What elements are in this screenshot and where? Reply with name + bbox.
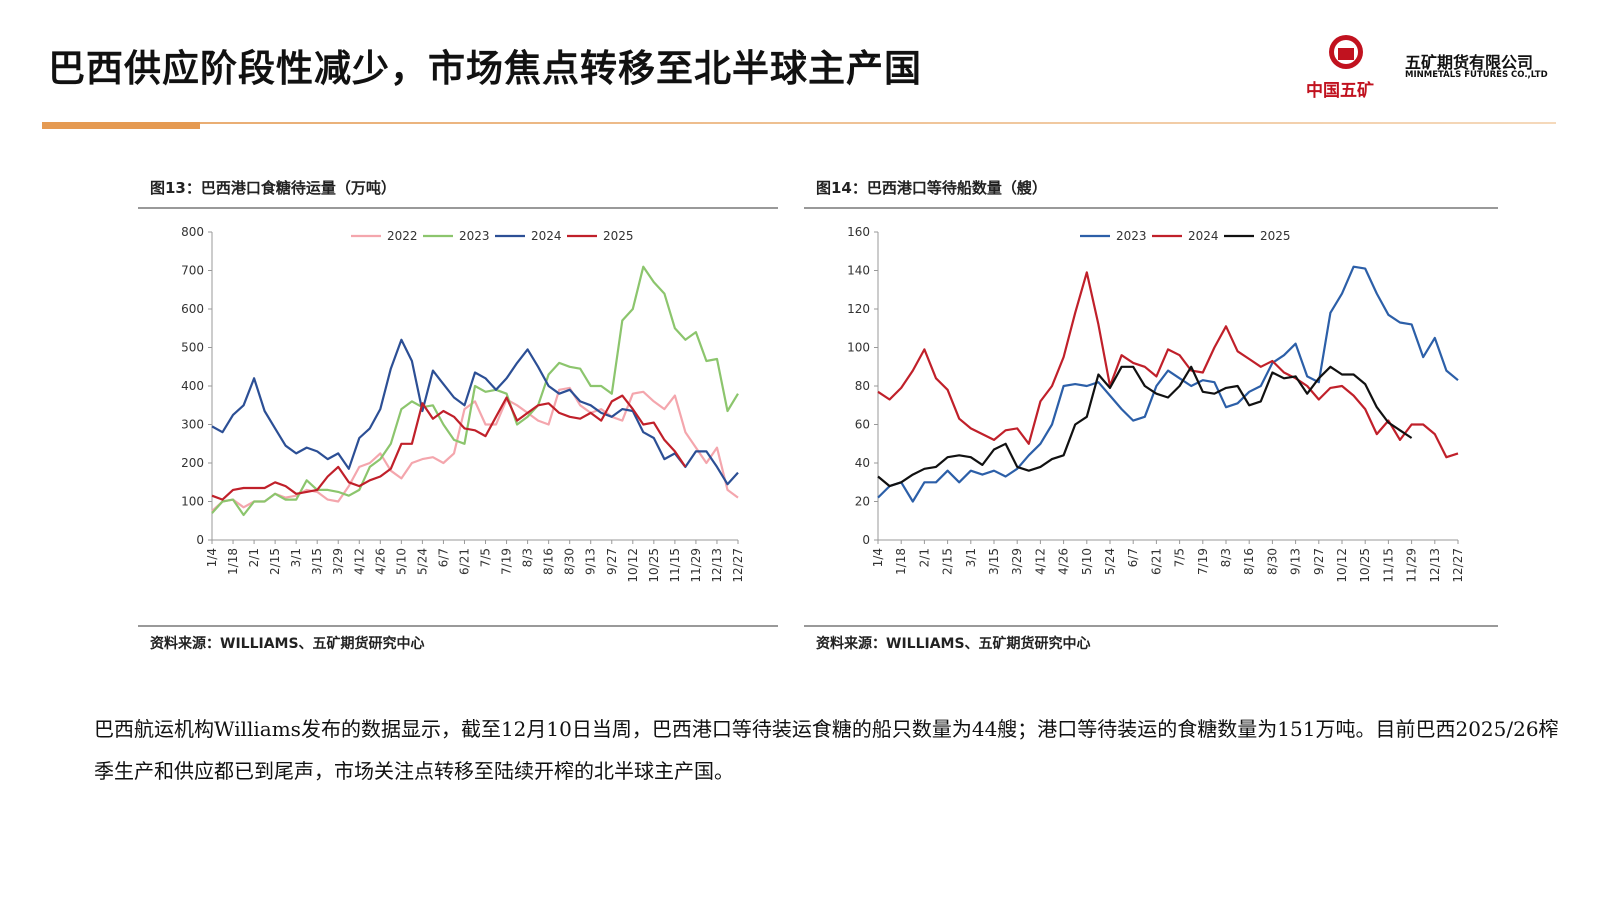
x-tick-label: 2/1 xyxy=(917,548,931,567)
x-tick-label: 9/13 xyxy=(584,548,598,575)
y-tick-label: 20 xyxy=(855,495,870,509)
brand-cn: 中国五矿 xyxy=(1306,81,1374,101)
brand-name: 五矿期货有限公司 xyxy=(1405,53,1534,72)
x-tick-label: 4/12 xyxy=(1033,548,1047,575)
x-tick-label: 6/7 xyxy=(1126,548,1140,567)
x-tick-label: 3/1 xyxy=(289,548,303,567)
legend-label: 2022 xyxy=(387,229,418,243)
y-tick-label: 100 xyxy=(847,341,870,355)
y-tick-label: 400 xyxy=(181,379,204,393)
x-tick-label: 8/3 xyxy=(1219,548,1233,567)
x-tick-label: 7/5 xyxy=(479,548,493,567)
header-rule xyxy=(42,122,1556,124)
chart-source: 资料来源：WILLIAMS、五矿期货研究中心 xyxy=(150,635,425,652)
x-tick-label: 7/19 xyxy=(1196,548,1210,575)
y-tick-label: 60 xyxy=(855,418,870,432)
x-tick-label: 4/26 xyxy=(1057,548,1071,575)
y-tick-label: 200 xyxy=(181,456,204,470)
legend-label: 2025 xyxy=(603,229,634,243)
series-line xyxy=(877,265,1459,503)
x-tick-label: 4/12 xyxy=(352,548,366,575)
series-line xyxy=(211,338,739,486)
y-tick-label: 0 xyxy=(196,533,204,547)
x-tick-label: 5/24 xyxy=(1103,548,1117,575)
y-tick-label: 120 xyxy=(847,302,870,316)
legend-label: 2023 xyxy=(459,229,490,243)
chart: 图13：巴西港口食糖待运量（万吨） 资料来源：WILLIAMS、五矿期货研究中心 0… xyxy=(138,179,778,652)
x-tick-label: 2/15 xyxy=(941,548,955,575)
x-tick-label: 9/13 xyxy=(1289,548,1303,575)
y-tick-label: 500 xyxy=(181,341,204,355)
header-rule-accent xyxy=(42,122,200,129)
x-tick-label: 12/13 xyxy=(710,548,724,583)
chart: 图14：巴西港口等待船数量（艘） 资料来源：WILLIAMS、五矿期货研究中心 0 2… xyxy=(804,179,1498,652)
series-line xyxy=(877,271,1459,459)
x-tick-label: 10/25 xyxy=(647,548,661,583)
series-line xyxy=(877,365,1413,488)
x-tick-label: 1/4 xyxy=(871,548,885,567)
y-tick-label: 160 xyxy=(847,225,870,239)
x-tick-label: 5/10 xyxy=(394,548,408,575)
chart-title: 图13：巴西港口食糖待运量（万吨） xyxy=(150,179,396,197)
x-tick-label: 8/3 xyxy=(521,548,535,567)
x-tick-label: 7/5 xyxy=(1173,548,1187,567)
y-tick-label: 100 xyxy=(181,495,204,509)
y-tick-label: 140 xyxy=(847,264,870,278)
x-tick-label: 8/30 xyxy=(1265,548,1279,575)
x-tick-label: 9/27 xyxy=(1312,548,1326,575)
paragraph: 巴西航运机构Williams发布的数据显示，截至12月10日当周，巴西港口等待装… xyxy=(94,717,1559,783)
y-tick-label: 40 xyxy=(855,456,870,470)
x-tick-label: 2/1 xyxy=(247,548,261,567)
x-tick-label: 3/29 xyxy=(1010,548,1024,575)
slide-title: 巴西供应阶段性减少，市场焦点转移至北半球主产国 xyxy=(48,47,922,90)
legend-label: 2024 xyxy=(531,229,562,243)
x-tick-label: 8/16 xyxy=(1242,548,1256,575)
brand-en: MINMETALS FUTURES CO.,LTD xyxy=(1405,70,1548,80)
x-tick-label: 2/15 xyxy=(268,548,282,575)
x-tick-label: 8/16 xyxy=(542,548,556,575)
x-tick-label: 8/30 xyxy=(563,548,577,575)
logo xyxy=(1329,35,1363,69)
logo-emblem-mark xyxy=(1338,48,1354,60)
x-tick-label: 10/12 xyxy=(1335,548,1349,583)
x-tick-label: 5/10 xyxy=(1080,548,1094,575)
x-tick-label: 6/7 xyxy=(436,548,450,567)
y-tick-label: 700 xyxy=(181,264,204,278)
x-tick-label: 3/29 xyxy=(331,548,345,575)
x-tick-label: 3/15 xyxy=(987,548,1001,575)
y-tick-label: 300 xyxy=(181,418,204,432)
x-tick-label: 1/4 xyxy=(205,548,219,567)
x-tick-label: 12/27 xyxy=(731,548,745,583)
y-tick-label: 800 xyxy=(181,225,204,239)
chart-title: 图14：巴西港口等待船数量（艘） xyxy=(816,179,1047,197)
x-tick-label: 12/13 xyxy=(1428,548,1442,583)
y-tick-label: 80 xyxy=(855,379,870,393)
legend-label: 2024 xyxy=(1188,229,1219,243)
x-tick-label: 5/24 xyxy=(415,548,429,575)
x-tick-label: 6/21 xyxy=(457,548,471,575)
x-tick-label: 9/27 xyxy=(605,548,619,575)
x-tick-label: 3/15 xyxy=(310,548,324,575)
x-tick-label: 4/26 xyxy=(373,548,387,575)
x-tick-label: 1/18 xyxy=(894,548,908,575)
legend-label: 2025 xyxy=(1260,229,1291,243)
x-tick-label: 1/18 xyxy=(226,548,240,575)
x-tick-label: 11/15 xyxy=(668,548,682,583)
x-tick-label: 11/29 xyxy=(1405,548,1419,583)
x-tick-label: 11/15 xyxy=(1381,548,1395,583)
y-tick-label: 600 xyxy=(181,302,204,316)
series-line xyxy=(211,265,739,517)
chart-source: 资料来源：WILLIAMS、五矿期货研究中心 xyxy=(816,635,1091,652)
x-tick-label: 10/25 xyxy=(1358,548,1372,583)
x-tick-label: 10/12 xyxy=(626,548,640,583)
y-tick-label: 0 xyxy=(862,533,870,547)
x-tick-label: 6/21 xyxy=(1149,548,1163,575)
series-line xyxy=(211,394,687,501)
x-tick-label: 7/19 xyxy=(500,548,514,575)
x-tick-label: 3/1 xyxy=(964,548,978,567)
legend-label: 2023 xyxy=(1116,229,1147,243)
x-tick-label: 11/29 xyxy=(689,548,703,583)
x-tick-label: 12/27 xyxy=(1451,548,1465,583)
